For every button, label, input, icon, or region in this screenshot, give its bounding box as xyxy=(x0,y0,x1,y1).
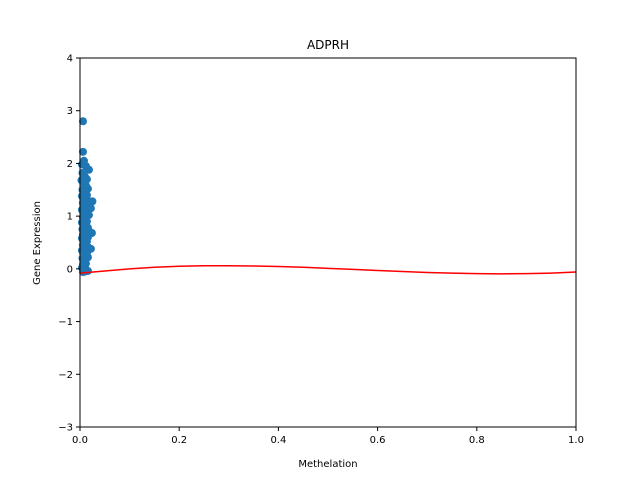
x-tick-label: 1.0 xyxy=(568,435,584,446)
y-tick-label: −1 xyxy=(58,317,73,328)
plot-frame xyxy=(79,57,577,428)
x-tick-label: 0.6 xyxy=(370,435,386,446)
y-axis: −3 −2 −1 0 1 2 3 4 xyxy=(58,54,80,434)
x-tick-label: 0.4 xyxy=(270,435,286,446)
y-tick-label: 2 xyxy=(67,159,73,170)
fit-curve-line xyxy=(79,264,577,275)
y-tick-label: 4 xyxy=(67,54,73,65)
x-tick-label: 0.8 xyxy=(469,435,485,446)
y-axis-label: Gene Expression xyxy=(32,201,43,285)
y-tick-label: 0 xyxy=(67,264,73,275)
scatter-point xyxy=(78,117,87,126)
x-tick-label: 0.2 xyxy=(171,435,187,446)
y-tick-label: 1 xyxy=(67,212,73,223)
y-tick-label: 3 xyxy=(67,106,73,117)
y-tick-label: −3 xyxy=(58,423,73,434)
x-tick-label: 0.0 xyxy=(72,435,88,446)
scatter-point xyxy=(86,204,95,213)
scatter-point xyxy=(88,197,97,206)
chart-title: ADPRH xyxy=(307,38,349,52)
plot-area xyxy=(77,117,577,277)
scatter-point xyxy=(78,147,87,156)
x-axis: 0.0 0.2 0.4 0.6 0.8 1.0 xyxy=(72,427,584,446)
scatter-point xyxy=(84,165,93,174)
y-tick-label: −2 xyxy=(58,370,73,381)
x-axis-label: Methelation xyxy=(298,459,357,470)
scatter-point xyxy=(80,267,89,276)
